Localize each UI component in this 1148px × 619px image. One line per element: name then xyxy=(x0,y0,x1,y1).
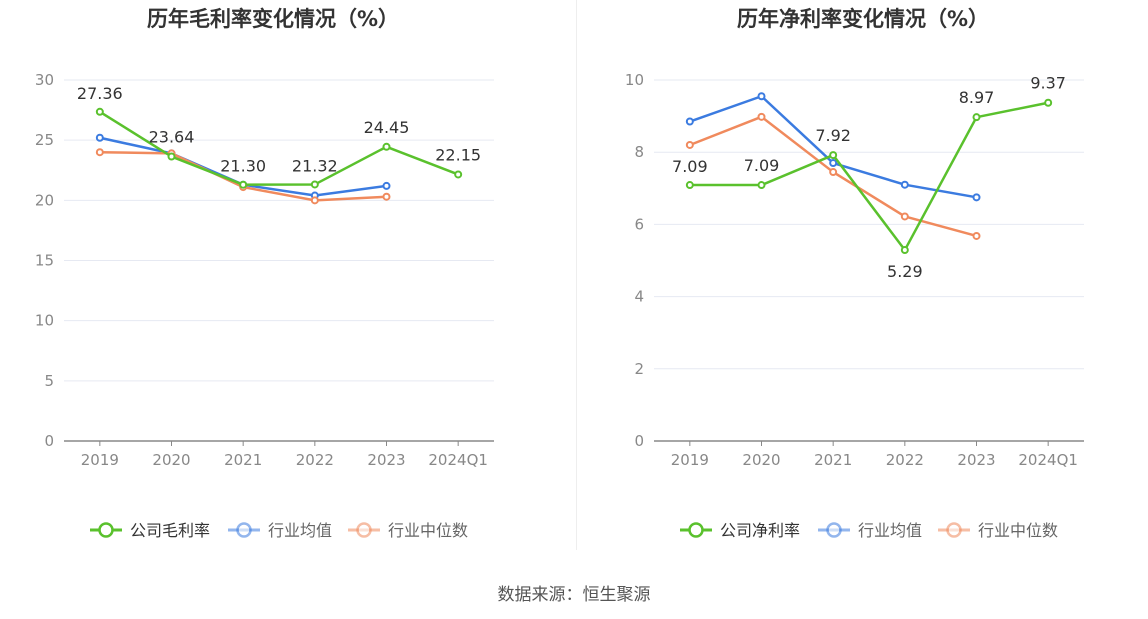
data-point xyxy=(310,196,319,205)
data-point xyxy=(382,181,391,190)
x-tick-label: 2023 xyxy=(957,451,995,469)
data-point xyxy=(972,113,981,122)
y-tick-label: 8 xyxy=(634,143,644,161)
legend-item: 公司毛利率 xyxy=(90,521,210,540)
data-point xyxy=(685,181,694,190)
chart-title: 历年毛利率变化情况（%） xyxy=(147,7,399,31)
data-label: 22.15 xyxy=(435,145,481,164)
data-point xyxy=(95,133,104,142)
x-tick-label: 2019 xyxy=(81,451,119,469)
data-label: 21.30 xyxy=(220,157,266,176)
data-point xyxy=(1044,98,1053,107)
x-tick-label: 2020 xyxy=(742,451,780,469)
source-note: 数据来源：恒生聚源 xyxy=(497,585,651,605)
legend-marker xyxy=(688,522,704,538)
y-tick-label: 10 xyxy=(625,71,644,89)
x-tick-label: 2019 xyxy=(671,451,709,469)
legend-marker xyxy=(356,522,372,538)
y-tick-label: 15 xyxy=(35,252,54,270)
series-line-公司毛利率 xyxy=(99,110,459,186)
chart-title: 历年净利率变化情况（%） xyxy=(737,7,989,31)
x-tick-label: 2022 xyxy=(296,451,334,469)
chart-2: 历年净利率变化情况（%） 0 2 4 6 8 10 2019 2020 2021 2022 2023 2… xyxy=(625,7,1084,540)
legend-label: 公司毛利率 xyxy=(130,521,210,540)
data-label: 5.29 xyxy=(887,262,923,281)
chart-divider xyxy=(576,0,577,550)
legend-item: 公司净利率 xyxy=(680,521,800,540)
y-tick-label: 0 xyxy=(634,432,644,450)
y-tick-label: 20 xyxy=(35,191,54,209)
legend-label: 行业中位数 xyxy=(978,521,1058,540)
data-point xyxy=(900,180,909,189)
data-label: 7.92 xyxy=(815,126,851,145)
data-point xyxy=(757,92,766,101)
data-point xyxy=(757,181,766,190)
x-tick-label: 2022 xyxy=(886,451,924,469)
data-label: 7.09 xyxy=(744,156,780,175)
legend-label: 行业中位数 xyxy=(388,521,468,540)
y-tick-label: 2 xyxy=(634,360,644,378)
y-tick-label: 30 xyxy=(35,71,54,89)
legend-label: 行业均值 xyxy=(268,521,332,540)
data-point xyxy=(900,212,909,221)
y-tick-label: 0 xyxy=(44,432,54,450)
series-line-行业均值 xyxy=(689,94,977,199)
legend-marker xyxy=(826,522,842,538)
data-label: 21.32 xyxy=(292,156,338,175)
data-point xyxy=(95,148,104,157)
data-point xyxy=(829,151,838,160)
data-point xyxy=(972,193,981,202)
data-point xyxy=(382,142,391,151)
data-point xyxy=(95,107,104,116)
data-point xyxy=(972,231,981,240)
data-label: 23.64 xyxy=(149,128,195,147)
legend-item: 行业均值 xyxy=(818,521,922,540)
data-point xyxy=(685,117,694,126)
chart-1: 历年毛利率变化情况（%） 0 5 10 15 20 25 30 2019 2020 2021 2022… xyxy=(35,7,494,540)
x-tick-label: 2020 xyxy=(152,451,190,469)
data-point xyxy=(685,140,694,149)
legend-item: 行业中位数 xyxy=(938,521,1058,540)
x-tick-label: 2023 xyxy=(367,451,405,469)
x-tick-label: 2021 xyxy=(224,451,262,469)
y-tick-label: 6 xyxy=(634,215,644,233)
y-tick-label: 25 xyxy=(35,131,54,149)
x-tick-label: 2024Q1 xyxy=(1018,451,1078,469)
data-label: 27.36 xyxy=(77,84,123,103)
series-line-公司净利率 xyxy=(689,101,1049,252)
legend-label: 行业均值 xyxy=(858,521,922,540)
legend-marker xyxy=(946,522,962,538)
data-point xyxy=(310,180,319,189)
data-label: 24.45 xyxy=(364,118,410,137)
data-label: 8.97 xyxy=(959,88,995,107)
legend-marker xyxy=(236,522,252,538)
x-tick-label: 2021 xyxy=(814,451,852,469)
x-tick-label: 2024Q1 xyxy=(428,451,488,469)
legend-item: 行业均值 xyxy=(228,521,332,540)
data-point xyxy=(239,180,248,189)
y-tick-label: 4 xyxy=(634,288,644,306)
data-label: 7.09 xyxy=(672,157,708,176)
data-point xyxy=(829,168,838,177)
data-point xyxy=(454,170,463,179)
data-point xyxy=(900,246,909,255)
data-point xyxy=(757,112,766,121)
legend-item: 行业中位数 xyxy=(348,521,468,540)
y-tick-label: 10 xyxy=(35,312,54,330)
y-tick-label: 5 xyxy=(44,372,54,390)
data-point xyxy=(167,152,176,161)
data-label: 9.37 xyxy=(1030,74,1066,93)
legend-marker xyxy=(98,522,114,538)
legend-label: 公司净利率 xyxy=(720,521,800,540)
data-point xyxy=(829,159,838,168)
data-point xyxy=(382,192,391,201)
